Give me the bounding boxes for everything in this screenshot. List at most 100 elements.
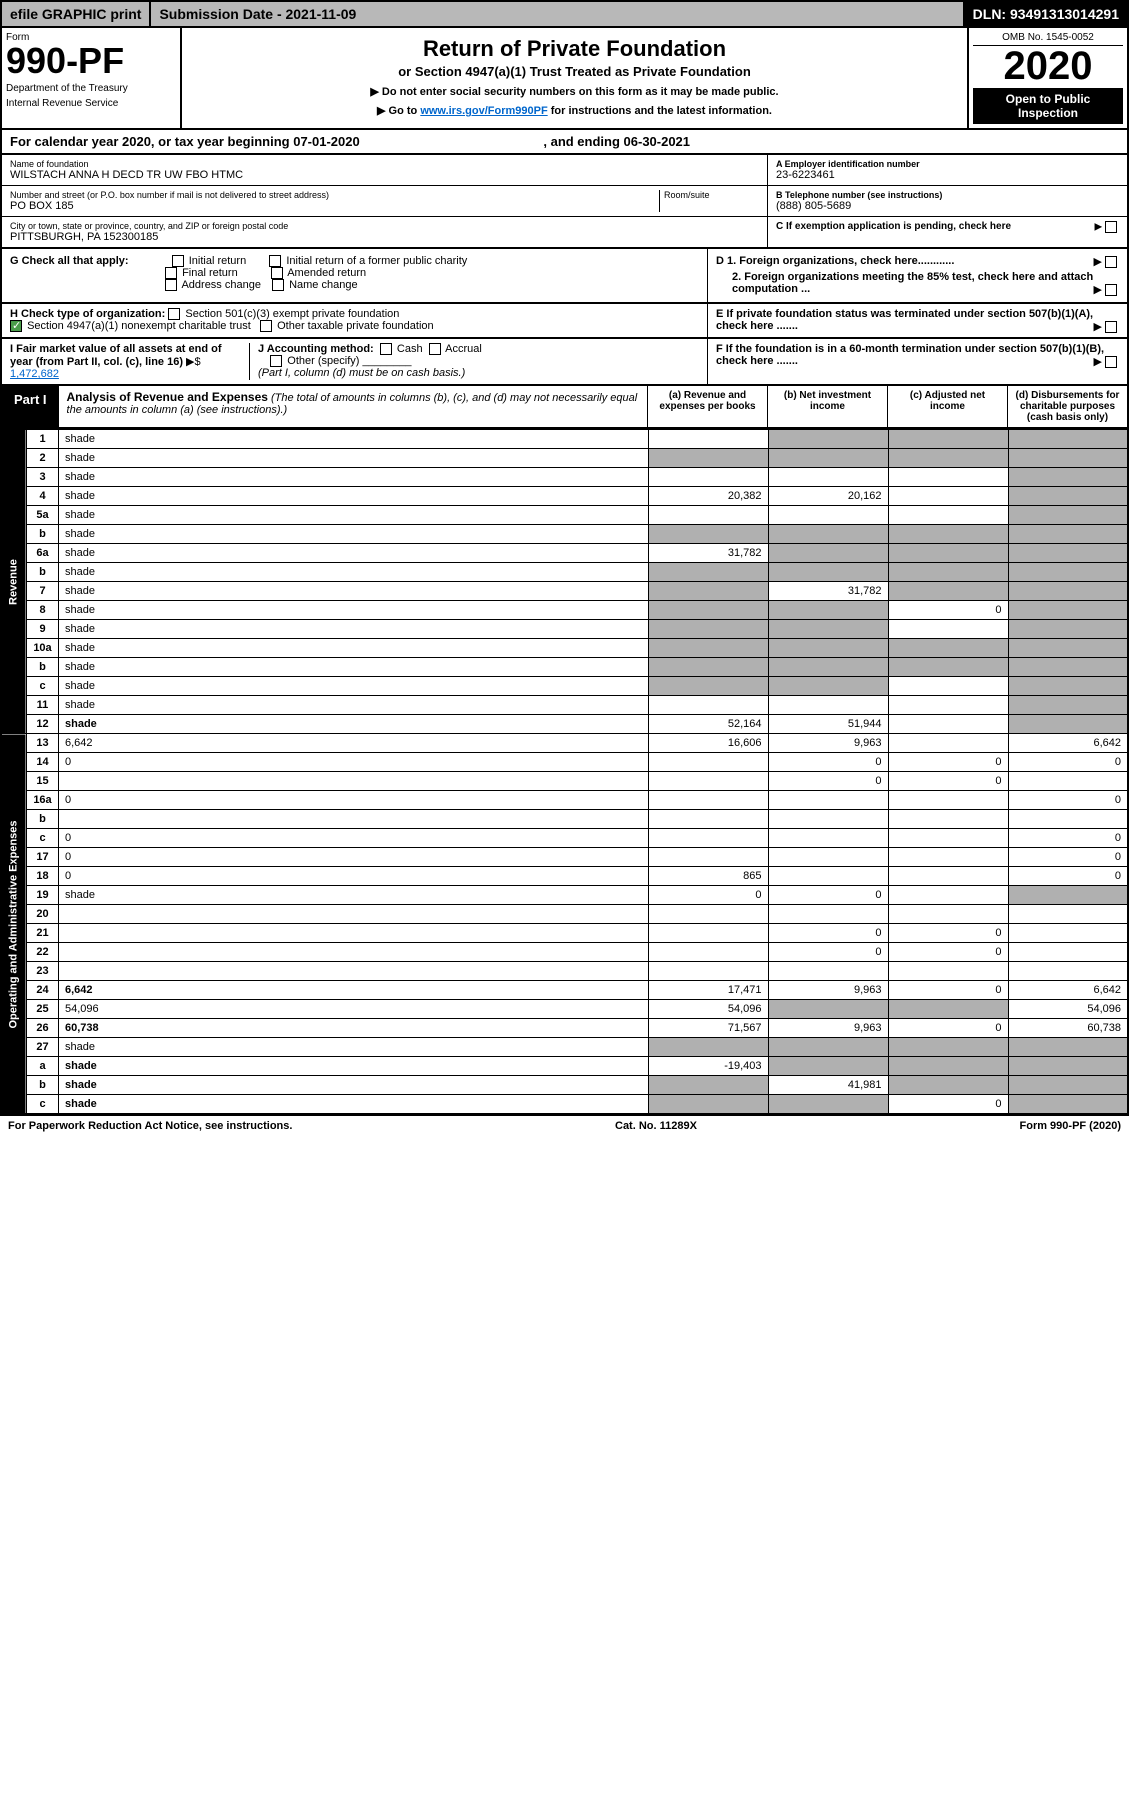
table-row: 6ashade31,782 (1, 544, 1128, 563)
line-description: shade (59, 639, 649, 658)
h-501c3-checkbox[interactable] (168, 308, 180, 320)
c-label: C If exemption application is pending, c… (776, 221, 1011, 232)
h-e-row: H Check type of organization: Section 50… (0, 304, 1129, 339)
col-a-head: (a) Revenue and expenses per books (647, 386, 767, 427)
line-description: shade (59, 696, 649, 715)
e-checkbox[interactable] (1105, 321, 1117, 333)
amount-cell: 31,782 (768, 582, 888, 601)
part1-table: Revenue1shade2shade3shade4shade20,38220,… (0, 429, 1129, 1115)
line-number: 11 (27, 696, 59, 715)
header-center: Return of Private Foundation or Section … (182, 28, 967, 128)
g-name-change-checkbox[interactable] (272, 279, 284, 291)
expenses-side-label: Operating and Administrative Expenses (1, 734, 27, 1115)
amount-cell: 6,642 (1008, 981, 1128, 1000)
part1-header: Part I Analysis of Revenue and Expenses … (0, 386, 1129, 429)
line-description: shade (59, 487, 649, 506)
tax-year: 2020 (973, 46, 1123, 86)
line-description: shade (59, 1038, 649, 1057)
d1-checkbox[interactable] (1105, 256, 1117, 268)
table-row: 23 (1, 962, 1128, 981)
line-number: c (27, 677, 59, 696)
table-row: 1500 (1, 772, 1128, 791)
instr-pre: ▶ Go to (377, 105, 420, 117)
tel-value: (888) 805-5689 (776, 200, 1119, 212)
table-row: 10ashade (1, 639, 1128, 658)
submission-date: Submission Date - 2021-11-09 (151, 2, 964, 26)
line-number: 15 (27, 772, 59, 791)
g-address-change-checkbox[interactable] (165, 279, 177, 291)
amount-cell (768, 639, 888, 658)
line-number: a (27, 1057, 59, 1076)
g-final-return-checkbox[interactable] (165, 267, 177, 279)
table-row: 8shade0 (1, 601, 1128, 620)
table-row: 16a00 (1, 791, 1128, 810)
city-label: City or town, state or province, country… (10, 221, 759, 231)
amount-cell (1008, 506, 1128, 525)
amount-cell (768, 601, 888, 620)
g-amended-checkbox[interactable] (271, 267, 283, 279)
line-description (59, 810, 649, 829)
table-row: 2554,09654,09654,096 (1, 1000, 1128, 1019)
amount-cell (1008, 905, 1128, 924)
g-initial-former-checkbox[interactable] (269, 255, 281, 267)
part1-desc: Analysis of Revenue and Expenses (The to… (59, 386, 647, 427)
amount-cell: 865 (648, 867, 768, 886)
c-checkbox[interactable] (1105, 221, 1117, 233)
amount-cell (888, 658, 1008, 677)
line-description: shade (59, 430, 649, 449)
g-initial-return-checkbox[interactable] (172, 255, 184, 267)
amount-cell: 0 (888, 1095, 1008, 1115)
h-4947-checkbox[interactable] (10, 320, 22, 332)
amount-cell (768, 430, 888, 449)
h-other-checkbox[interactable] (260, 320, 272, 332)
name-label: Name of foundation (10, 159, 759, 169)
j-other-checkbox[interactable] (270, 355, 282, 367)
table-row: 7shade31,782 (1, 582, 1128, 601)
table-row: 20 (1, 905, 1128, 924)
line-number: 12 (27, 715, 59, 734)
j-cash-checkbox[interactable] (380, 343, 392, 355)
i-value[interactable]: 1,472,682 (10, 368, 59, 380)
amount-cell: 0 (1008, 848, 1128, 867)
g-o2: Initial return of a former public charit… (286, 255, 467, 267)
amount-cell: 0 (648, 886, 768, 905)
amount-cell (648, 696, 768, 715)
d2-checkbox[interactable] (1105, 284, 1117, 296)
d-section: D 1. Foreign organizations, check here..… (707, 249, 1127, 302)
footer-catno: Cat. No. 11289X (615, 1120, 697, 1132)
line-description: shade (59, 582, 649, 601)
line-description (59, 943, 649, 962)
amount-cell (768, 1057, 888, 1076)
amount-cell (768, 677, 888, 696)
c-cell: C If exemption application is pending, c… (768, 217, 1127, 236)
amount-cell (888, 430, 1008, 449)
irs-link[interactable]: www.irs.gov/Form990PF (420, 105, 547, 117)
j-accrual-checkbox[interactable] (429, 343, 441, 355)
amount-cell: 31,782 (648, 544, 768, 563)
footer-formno: Form 990-PF (2020) (1020, 1120, 1121, 1132)
amount-cell (768, 867, 888, 886)
efile-label[interactable]: efile GRAPHIC print (2, 2, 151, 26)
line-number: 22 (27, 943, 59, 962)
table-row: 2100 (1, 924, 1128, 943)
f-checkbox[interactable] (1105, 356, 1117, 368)
ein-label: A Employer identification number (776, 159, 1119, 169)
amount-cell: 0 (1008, 829, 1128, 848)
instr-post: for instructions and the latest informat… (548, 105, 772, 117)
line-number: 6a (27, 544, 59, 563)
d2-label: 2. Foreign organizations meeting the 85%… (732, 271, 1093, 295)
line-description: shade (59, 658, 649, 677)
amount-cell (888, 1076, 1008, 1095)
table-row: cshade (1, 677, 1128, 696)
table-row: 11shade (1, 696, 1128, 715)
amount-cell (648, 506, 768, 525)
line-number: 13 (27, 734, 59, 753)
amount-cell (768, 658, 888, 677)
cal-end: , and ending 06-30-2021 (543, 134, 690, 149)
amount-cell: 0 (768, 753, 888, 772)
amount-cell (1008, 696, 1128, 715)
table-row: bshade (1, 525, 1128, 544)
amount-cell (768, 791, 888, 810)
h-o3: Other taxable private foundation (277, 320, 434, 332)
amount-cell (888, 1038, 1008, 1057)
